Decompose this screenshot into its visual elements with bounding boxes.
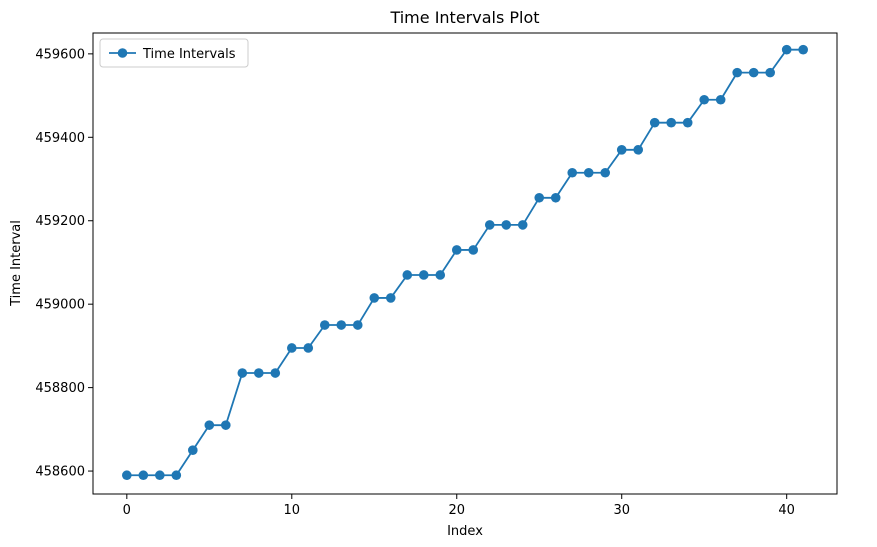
x-ticks: 0 10 20 30 40	[123, 494, 795, 518]
data-point	[451, 245, 462, 255]
data-point	[122, 470, 132, 481]
y-tick-label: 458800	[35, 381, 85, 396]
data-point	[385, 293, 396, 303]
data-point	[303, 343, 314, 353]
axes: 0 10 20 30 40 458600 458800 459000 459200 459400…	[35, 32, 838, 518]
data-point	[352, 320, 363, 330]
y-ticks: 458600 458800 459000 459200 459400 459600	[35, 47, 93, 480]
plot-frame	[92, 32, 838, 495]
data-point	[286, 343, 297, 353]
data-point	[468, 245, 479, 255]
data-point	[501, 220, 512, 230]
data-point	[204, 420, 215, 430]
data-point	[484, 220, 495, 230]
legend: Time Intervals	[99, 38, 249, 68]
data-point	[633, 145, 644, 155]
x-tick-label: 0	[123, 503, 131, 518]
data-point	[517, 220, 528, 230]
data-point	[682, 117, 693, 128]
y-tick-label: 459000	[35, 298, 85, 313]
data-point	[699, 94, 710, 105]
chart-title: Time Intervals Plot	[389, 8, 539, 27]
data-point	[649, 117, 660, 128]
y-tick-label: 459400	[35, 131, 85, 146]
data-point	[188, 445, 198, 455]
data-point	[270, 368, 281, 378]
data-point	[748, 67, 759, 78]
data-point	[220, 420, 231, 430]
data-point	[583, 167, 594, 178]
y-tick-label: 459600	[35, 47, 85, 62]
data-point	[732, 67, 742, 78]
y-axis-label: Time Interval	[9, 220, 24, 307]
x-tick-label: 40	[778, 503, 795, 518]
data-point	[369, 293, 380, 303]
data-point	[666, 117, 677, 128]
x-tick-label: 10	[284, 503, 301, 518]
data-point	[171, 470, 182, 481]
x-tick-label: 30	[613, 503, 630, 518]
data-point	[798, 44, 808, 55]
data-point	[435, 270, 446, 280]
data-point	[567, 167, 578, 178]
data-point	[715, 94, 726, 105]
data-point	[237, 368, 248, 378]
plot-area	[122, 44, 808, 481]
data-point	[402, 270, 413, 280]
y-tick-label: 459200	[35, 214, 85, 229]
data-point	[765, 67, 775, 78]
x-tick-label: 20	[448, 503, 465, 518]
x-axis-label: Index	[447, 524, 483, 539]
data-point	[781, 44, 792, 55]
data-point	[155, 470, 165, 481]
data-point	[138, 470, 149, 481]
data-point	[616, 145, 627, 155]
legend-marker-icon	[117, 48, 128, 58]
data-point	[550, 192, 561, 203]
legend-label: Time Intervals	[142, 47, 236, 62]
data-point	[600, 167, 611, 178]
legend-box	[99, 38, 249, 68]
data-point	[319, 320, 330, 330]
data-point	[253, 368, 264, 378]
data-point	[534, 192, 545, 203]
y-tick-label: 458600	[35, 465, 85, 480]
data-point	[336, 320, 347, 330]
data-point	[418, 270, 429, 280]
